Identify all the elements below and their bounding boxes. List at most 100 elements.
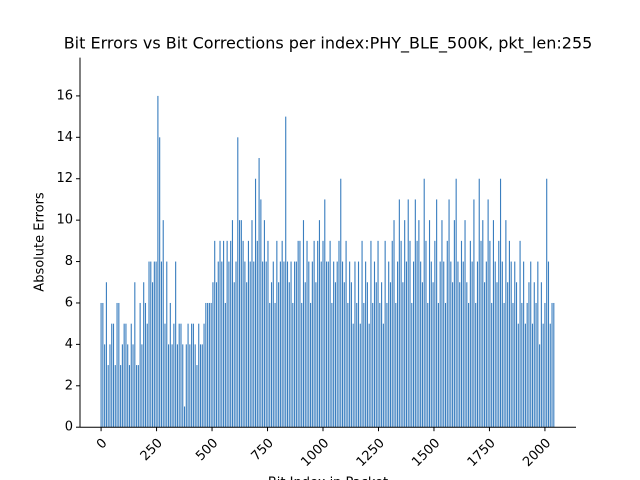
bar (336, 261, 338, 428)
bar (388, 261, 390, 428)
bar (166, 261, 168, 428)
bar (192, 323, 194, 428)
bar (121, 344, 123, 428)
bar (386, 302, 388, 428)
bar (270, 282, 273, 428)
bar (539, 344, 541, 428)
bar (231, 220, 234, 428)
bar (230, 240, 232, 428)
y-tick-label: 2 (65, 378, 73, 393)
bar (530, 261, 532, 428)
bar (191, 323, 193, 428)
bar (208, 302, 210, 428)
bar (434, 240, 436, 428)
bar (217, 261, 219, 428)
bar (331, 302, 333, 428)
bar (267, 240, 269, 428)
bar (327, 261, 329, 428)
bar (393, 220, 395, 428)
bar (153, 261, 155, 428)
bar (136, 365, 138, 428)
bar (324, 199, 326, 428)
bar (132, 344, 134, 428)
bar (315, 282, 317, 428)
bar (150, 261, 152, 428)
bar (226, 240, 228, 428)
bar (141, 344, 143, 428)
bar (178, 323, 180, 428)
bar (476, 261, 479, 428)
bar (199, 344, 202, 428)
bar (526, 302, 528, 428)
bar (112, 323, 115, 428)
bar (446, 240, 448, 428)
bar (134, 282, 136, 428)
bar (551, 302, 553, 428)
bar (205, 302, 207, 428)
bar (405, 261, 408, 428)
bar (505, 220, 507, 428)
bar (448, 199, 450, 428)
bar (395, 302, 397, 428)
bar (276, 240, 278, 428)
x-tick-label: 500 (193, 436, 221, 464)
bar (381, 282, 383, 428)
bar (207, 302, 209, 428)
bar (239, 220, 241, 428)
bar (508, 240, 510, 428)
bar (288, 282, 290, 428)
bar (377, 240, 379, 428)
bar (278, 282, 280, 428)
bar (313, 240, 315, 428)
bar (437, 302, 439, 428)
y-tick-label: 6 (65, 295, 73, 310)
bar (391, 240, 393, 428)
y-tick-label: 8 (65, 254, 73, 269)
bar (535, 302, 537, 428)
bar (311, 261, 313, 428)
bar (359, 323, 361, 428)
bar (237, 137, 239, 428)
bar (249, 261, 251, 428)
y-tick-label: 14 (56, 130, 73, 145)
bar (310, 302, 312, 428)
bar (167, 344, 170, 428)
bar (420, 261, 422, 428)
bar (384, 240, 386, 428)
bar (416, 240, 418, 428)
bar (221, 261, 223, 428)
bar (499, 178, 502, 428)
bar (146, 323, 148, 428)
bar (423, 178, 425, 428)
bar (159, 137, 161, 428)
bar (212, 282, 214, 428)
bar (460, 240, 463, 428)
bar (375, 282, 377, 428)
bar (183, 406, 186, 428)
y-axis-label: Absolute Errors (33, 192, 48, 292)
x-tick-label: 750 (249, 436, 277, 464)
bar (501, 261, 503, 428)
bar (155, 261, 157, 428)
bar (480, 240, 482, 428)
bar (345, 240, 347, 428)
bar (175, 261, 177, 428)
bar (489, 240, 491, 428)
bar (246, 282, 248, 428)
bar (210, 302, 212, 428)
bar (370, 240, 372, 428)
bar (404, 220, 406, 428)
bar (196, 365, 198, 428)
bar (114, 365, 116, 428)
bar (333, 261, 335, 428)
bar (443, 261, 445, 428)
bar (412, 261, 415, 428)
bar (214, 240, 216, 428)
bar (320, 261, 322, 428)
bar (157, 95, 159, 428)
bar (512, 302, 514, 428)
bar (549, 323, 551, 428)
bar (111, 323, 113, 428)
bar (256, 240, 258, 428)
bar (272, 261, 274, 428)
